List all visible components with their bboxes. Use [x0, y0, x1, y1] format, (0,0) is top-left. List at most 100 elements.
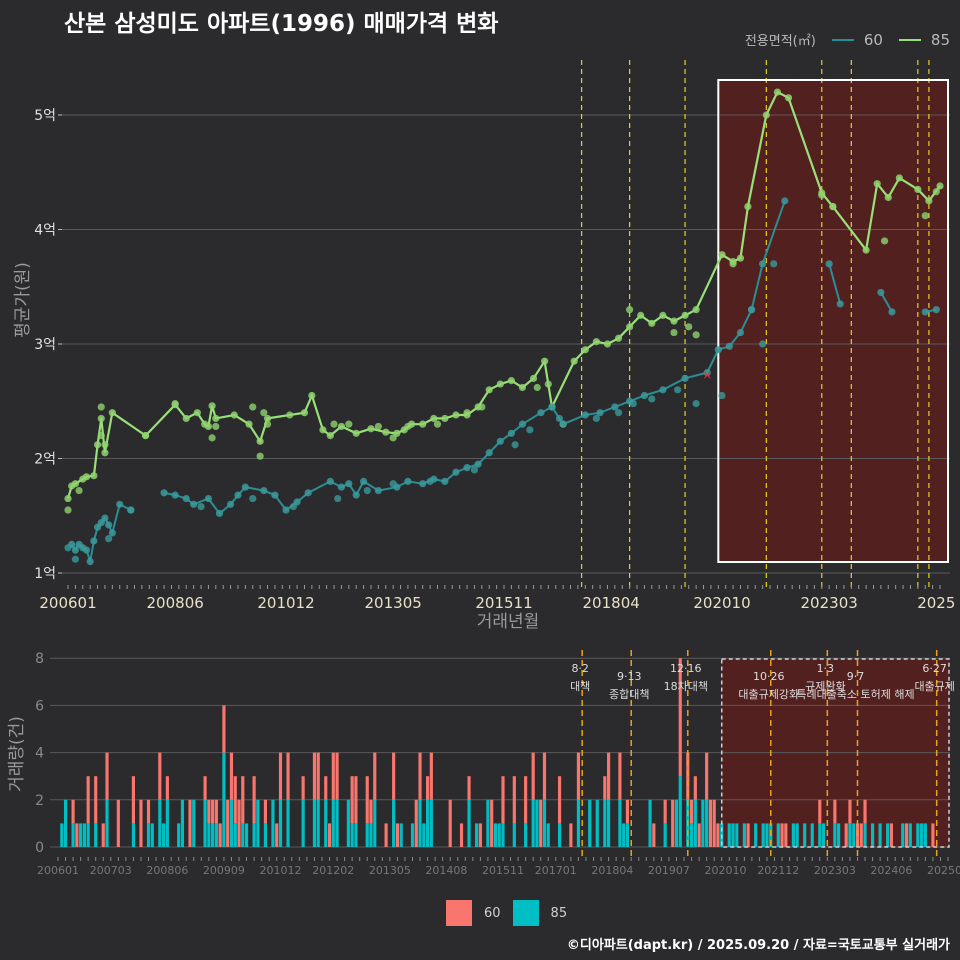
- volume-bar-85: [776, 823, 780, 847]
- volume-bar-60: [278, 752, 283, 800]
- price-point-60: [474, 460, 482, 468]
- volume-bar-85: [346, 799, 350, 847]
- price-point-85: [404, 422, 412, 431]
- volume-bar-85: [335, 799, 339, 847]
- volume-bar-60: [663, 799, 667, 824]
- price-point-60: [419, 480, 427, 488]
- volume-bar-60: [275, 823, 279, 847]
- price-point-60: [241, 483, 249, 491]
- volume-bar-85: [467, 799, 471, 847]
- price-point-60: [921, 308, 929, 316]
- price-point-60: [736, 328, 745, 337]
- price-point-60: [64, 544, 72, 552]
- volume-bar-60: [490, 799, 494, 847]
- price-point-60: [692, 399, 700, 408]
- volume-bar-60: [131, 776, 136, 824]
- volume-bar-60: [818, 799, 822, 824]
- price-point-85: [670, 328, 678, 337]
- volume-bar-60: [105, 752, 109, 800]
- volume-bar-85: [256, 799, 260, 847]
- volume-bar-85: [214, 823, 218, 847]
- volume-bar-85: [150, 823, 154, 847]
- price-point-60: [703, 369, 711, 377]
- price-point-85: [895, 174, 903, 182]
- price-point-85: [884, 193, 892, 202]
- annotation-date: 9·7: [847, 670, 865, 683]
- volume-bar-85: [727, 823, 731, 847]
- volume-bar-60: [203, 776, 207, 800]
- volume-bar-60: [746, 823, 750, 847]
- volume-bar-85: [278, 799, 283, 847]
- price-point-85: [762, 111, 770, 119]
- legend-area-size: 전용면적(㎡) 60 85: [745, 30, 950, 50]
- volume-bar-85: [286, 799, 290, 847]
- price-point-85: [97, 432, 105, 440]
- volume-bar-60: [241, 776, 245, 824]
- price-point-60: [511, 441, 519, 449]
- volume-bar-60: [286, 752, 290, 800]
- volume-bar-60: [373, 752, 377, 800]
- volume-bar-60: [392, 752, 396, 800]
- volume-bar-85: [908, 823, 912, 847]
- price-point-85: [193, 409, 201, 417]
- volume-bar-60: [569, 823, 573, 847]
- volume-bar-85: [603, 799, 607, 847]
- y-tick-label-bottom: 6: [35, 698, 44, 714]
- volume-bar-85: [312, 799, 317, 847]
- x-axis-label-top: 거래년월: [477, 612, 540, 632]
- price-point-85: [570, 357, 578, 365]
- price-point-60: [374, 486, 382, 495]
- volume-bar-85: [252, 823, 256, 847]
- volume-bar-60: [233, 776, 237, 824]
- y-tick-label-bottom: 8: [35, 651, 44, 667]
- price-point-60: [674, 386, 682, 394]
- volume-bar-85: [531, 799, 535, 847]
- y-axis-label-top: 평균가(원): [13, 262, 33, 338]
- volume-bar-85: [622, 823, 626, 847]
- volume-bar-85: [742, 823, 746, 847]
- volume-bar-60: [848, 799, 852, 824]
- volume-bar-85: [177, 823, 181, 847]
- y-tick-label-bottom: 4: [35, 746, 44, 762]
- volume-bar-60: [712, 799, 716, 847]
- price-point-85: [256, 452, 264, 460]
- price-point-60: [160, 489, 168, 497]
- volume-bar-85: [418, 799, 422, 847]
- volume-bar-60: [429, 752, 433, 800]
- price-point-85: [171, 399, 179, 408]
- volume-bar-85: [146, 823, 151, 847]
- volume-bar-85: [373, 799, 377, 847]
- volume-bar-85: [94, 823, 98, 847]
- y-tick-label: 5억: [34, 108, 56, 124]
- price-point-60: [105, 535, 113, 543]
- x-tick-label-bottom: 201701: [535, 864, 577, 877]
- price-point-85: [880, 237, 889, 245]
- price-point-85: [249, 403, 257, 411]
- price-point-85: [914, 185, 922, 194]
- volume-bar-60: [425, 776, 430, 800]
- volume-bar-85: [165, 799, 169, 847]
- volume-bar-85: [241, 823, 245, 847]
- volume-bar-60: [689, 799, 694, 824]
- volume-bar-85: [648, 799, 652, 847]
- price-point-60: [197, 502, 205, 511]
- volume-bar-85: [211, 823, 215, 847]
- price-point-85: [925, 197, 933, 205]
- volume-bar-85: [810, 823, 814, 847]
- volume-bar-85: [735, 823, 739, 847]
- x-tick-label-bottom: 202509: [927, 864, 960, 877]
- price-point-60: [496, 437, 504, 445]
- volume-bar-60: [414, 799, 418, 847]
- price-point-60: [629, 399, 637, 408]
- price-point-60: [71, 555, 79, 563]
- volume-bar-60: [324, 776, 328, 800]
- volume-bar-85: [331, 799, 335, 847]
- volume-bar-60: [312, 752, 317, 800]
- x-tick-label-bottom: 201012: [260, 864, 302, 877]
- volume-bar-85: [705, 799, 709, 847]
- volume-bar-85: [542, 799, 547, 847]
- annotation-text: 대출규제강화: [738, 688, 799, 701]
- price-point-60: [171, 491, 179, 499]
- price-point-85: [286, 411, 294, 419]
- volume-bar-85: [557, 823, 562, 847]
